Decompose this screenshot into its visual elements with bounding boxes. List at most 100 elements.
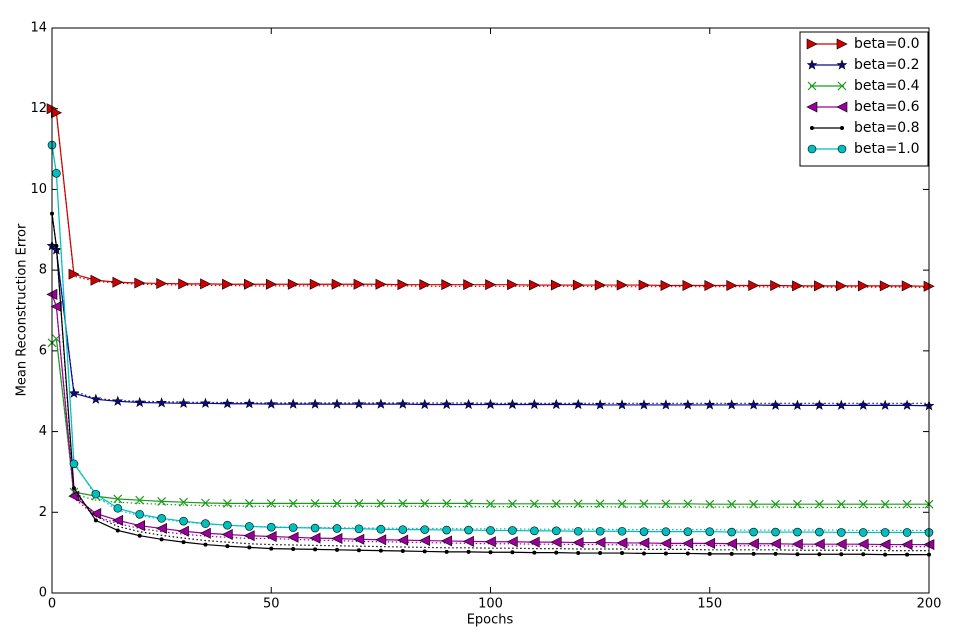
- data-point: [685, 551, 690, 556]
- data-point: [770, 399, 781, 410]
- data-point: [90, 508, 102, 519]
- data-point: [179, 497, 188, 507]
- data-point: [529, 279, 541, 291]
- data-point: [310, 498, 320, 508]
- data-point: [813, 538, 825, 550]
- data-point: [203, 542, 208, 547]
- data-point: [839, 552, 844, 557]
- data-point: [661, 499, 671, 509]
- data-point: [269, 546, 274, 551]
- data-point: [726, 399, 738, 410]
- data-point: [287, 278, 299, 290]
- data-point: [375, 534, 387, 546]
- data-point: [376, 498, 386, 508]
- data-point: [771, 527, 780, 537]
- legend-label: beta=0.2: [854, 57, 920, 73]
- data-point: [356, 548, 361, 553]
- data-point: [485, 398, 496, 410]
- series-dotted-line: [51, 337, 929, 509]
- data-point: [354, 524, 364, 534]
- legend-marker: [806, 38, 818, 50]
- series-line: [51, 108, 930, 287]
- data-point: [858, 528, 868, 537]
- data-point: [243, 530, 255, 542]
- data-point: [222, 398, 233, 409]
- data-point: [464, 525, 473, 535]
- legend-marker: [836, 101, 848, 113]
- data-point: [444, 549, 449, 554]
- data-point: [156, 397, 168, 408]
- series-dotted-line: [51, 294, 929, 548]
- data-point: [442, 498, 452, 508]
- data-point: [134, 277, 146, 289]
- data-point: [91, 489, 101, 499]
- data-point: [420, 498, 430, 508]
- data-point: [682, 279, 694, 291]
- data-point: [68, 268, 80, 280]
- data-point: [550, 536, 562, 548]
- data-point: [353, 278, 365, 290]
- data-point: [309, 398, 321, 409]
- data-point: [201, 498, 210, 508]
- data-point: [440, 535, 452, 547]
- data-point: [331, 278, 343, 290]
- data-point: [134, 520, 145, 532]
- plot-frame: [51, 27, 930, 594]
- data-point: [704, 279, 716, 291]
- legend-box: [799, 31, 929, 167]
- data-point: [506, 536, 518, 548]
- data-point: [879, 539, 891, 551]
- data-point: [749, 499, 759, 509]
- legend-label: beta=0.6: [854, 99, 920, 115]
- data-point: [247, 545, 252, 550]
- data-point: [90, 274, 102, 286]
- series: [46, 240, 935, 411]
- data-point: [422, 549, 427, 554]
- data-point: [441, 279, 453, 291]
- data-point: [749, 527, 758, 537]
- data-point: [530, 526, 539, 536]
- data-point: [50, 300, 62, 312]
- data-point: [835, 280, 847, 292]
- series-line: [51, 144, 929, 534]
- data-point: [265, 531, 277, 542]
- data-point: [137, 533, 142, 538]
- data-point: [795, 552, 800, 557]
- data-point: [397, 534, 409, 546]
- data-point: [726, 279, 738, 291]
- data-point: [572, 398, 584, 410]
- data-point: [661, 527, 671, 536]
- data-point: [507, 398, 518, 410]
- data-point: [617, 526, 627, 536]
- data-point: [616, 537, 628, 549]
- data-point: [508, 499, 517, 509]
- data-point: [508, 526, 517, 535]
- data-point: [836, 528, 846, 537]
- data-point: [223, 520, 232, 530]
- legend-marker: [807, 144, 817, 154]
- data-point: [419, 535, 431, 547]
- data-point: [178, 278, 190, 290]
- data-point: [420, 525, 430, 534]
- data-point: [159, 537, 164, 542]
- data-point: [181, 540, 186, 545]
- legend-marker: [806, 101, 818, 113]
- data-point: [902, 528, 912, 537]
- data-point: [354, 498, 364, 508]
- data-point: [222, 498, 232, 508]
- data-point: [134, 396, 146, 408]
- data-point: [287, 531, 299, 543]
- data-point: [419, 398, 431, 410]
- data-point: [528, 398, 540, 410]
- data-point: [791, 538, 803, 550]
- data-point: [507, 279, 519, 291]
- data-point: [815, 527, 824, 537]
- data-point: [727, 527, 736, 537]
- data-point: [770, 279, 782, 291]
- x-tick-label: 200: [917, 597, 942, 612]
- data-point: [244, 498, 254, 508]
- data-point: [905, 552, 910, 557]
- data-point: [572, 279, 584, 291]
- data-point: [113, 503, 123, 513]
- data-point: [288, 523, 298, 532]
